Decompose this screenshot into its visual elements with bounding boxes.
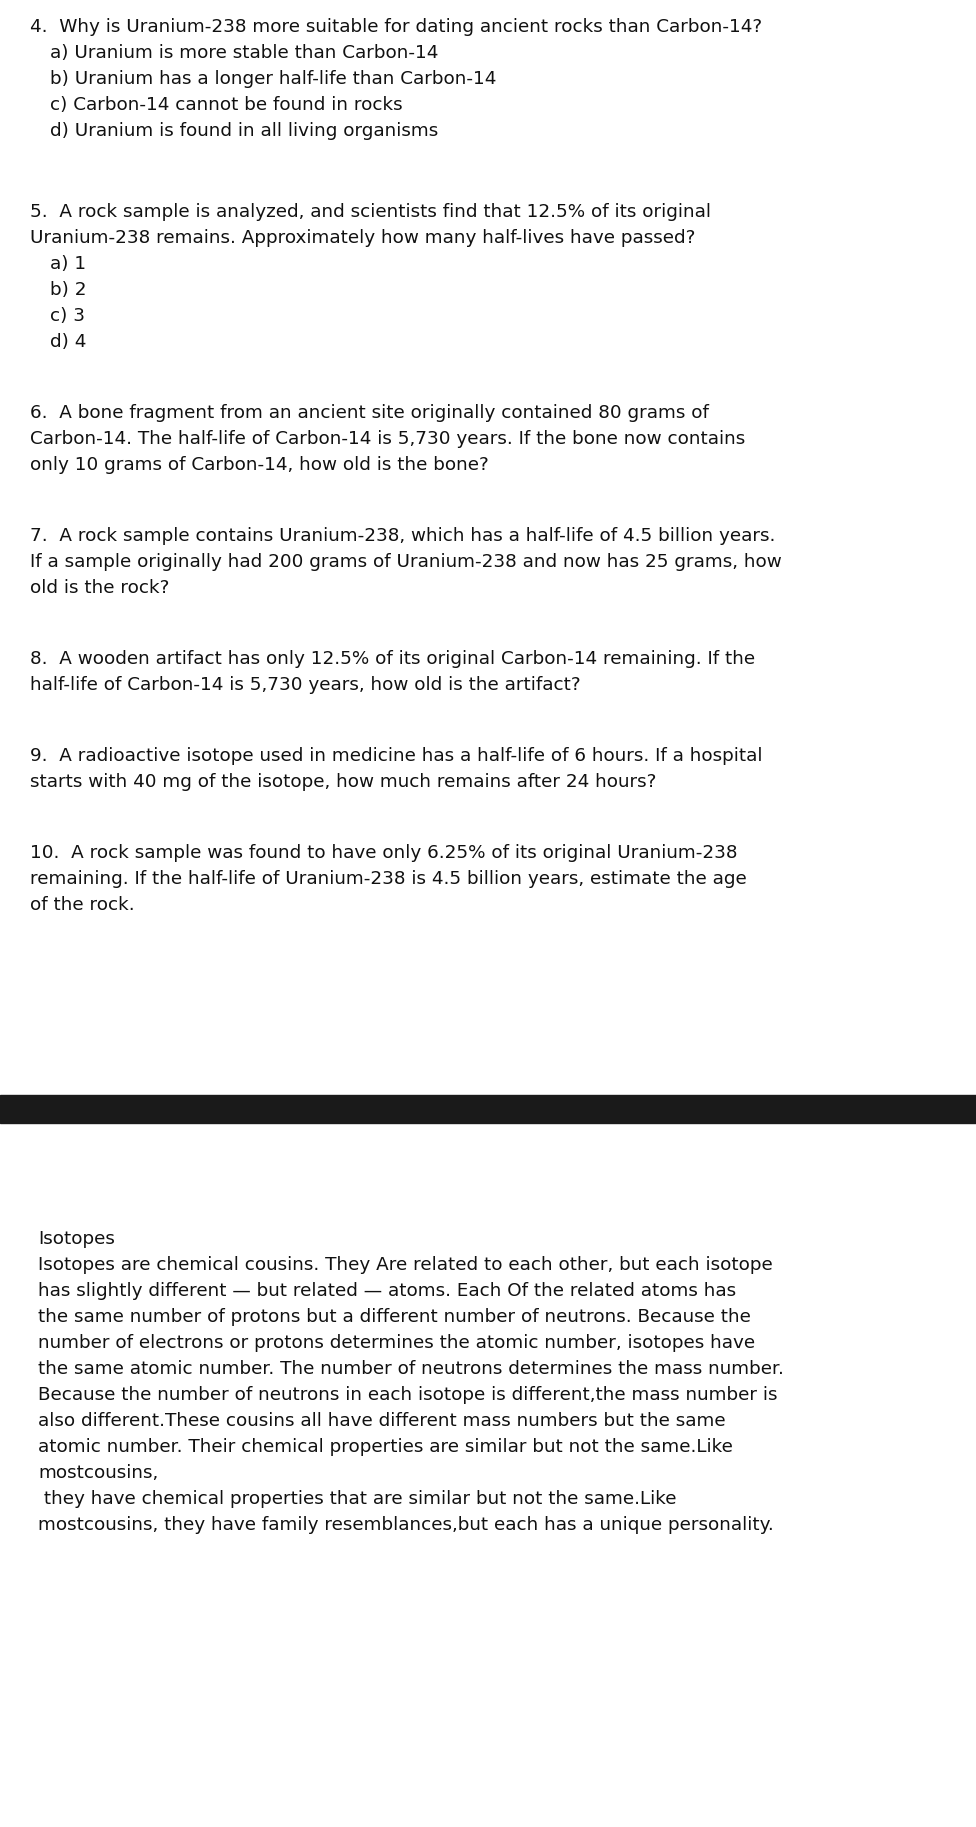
Text: c) Carbon-14 cannot be found in rocks: c) Carbon-14 cannot be found in rocks (50, 97, 403, 113)
Text: starts with 40 mg of the isotope, how much remains after 24 hours?: starts with 40 mg of the isotope, how mu… (30, 773, 657, 791)
Text: 5.  A rock sample is analyzed, and scientists find that 12.5% of its original: 5. A rock sample is analyzed, and scient… (30, 203, 711, 221)
Text: Carbon-14. The half-life of Carbon-14 is 5,730 years. If the bone now contains: Carbon-14. The half-life of Carbon-14 is… (30, 429, 746, 448)
Text: has slightly different — but related — atoms. Each Of the related atoms has: has slightly different — but related — a… (38, 1283, 736, 1301)
Text: only 10 grams of Carbon-14, how old is the bone?: only 10 grams of Carbon-14, how old is t… (30, 457, 489, 473)
Text: atomic number. Their chemical properties are similar but not the same.Like: atomic number. Their chemical properties… (38, 1438, 733, 1456)
Text: d) Uranium is found in all living organisms: d) Uranium is found in all living organi… (50, 122, 438, 141)
Text: Isotopes are chemical cousins. They Are related to each other, but each isotope: Isotopes are chemical cousins. They Are … (38, 1255, 773, 1273)
Text: half-life of Carbon-14 is 5,730 years, how old is the artifact?: half-life of Carbon-14 is 5,730 years, h… (30, 676, 581, 694)
Text: b) 2: b) 2 (50, 281, 87, 300)
Text: Because the number of neutrons in each isotope is different,the mass number is: Because the number of neutrons in each i… (38, 1387, 778, 1403)
Text: a) 1: a) 1 (50, 256, 86, 272)
Text: 6.  A bone fragment from an ancient site originally contained 80 grams of: 6. A bone fragment from an ancient site … (30, 404, 709, 422)
Text: b) Uranium has a longer half-life than Carbon-14: b) Uranium has a longer half-life than C… (50, 69, 497, 88)
Text: 9.  A radioactive isotope used in medicine has a half-life of 6 hours. If a hosp: 9. A radioactive isotope used in medicin… (30, 747, 762, 766)
Text: c) 3: c) 3 (50, 307, 85, 325)
Text: the same atomic number. The number of neutrons determines the mass number.: the same atomic number. The number of ne… (38, 1359, 784, 1378)
Text: of the rock.: of the rock. (30, 895, 135, 914)
Text: old is the rock?: old is the rock? (30, 579, 170, 597)
Text: Uranium-238 remains. Approximately how many half-lives have passed?: Uranium-238 remains. Approximately how m… (30, 228, 695, 247)
Text: mostcousins,: mostcousins, (38, 1463, 158, 1482)
Text: mostcousins, they have family resemblances,but each has a unique personality.: mostcousins, they have family resemblanc… (38, 1516, 774, 1535)
Text: they have chemical properties that are similar but not the same.Like: they have chemical properties that are s… (38, 1491, 676, 1507)
Text: a) Uranium is more stable than Carbon-14: a) Uranium is more stable than Carbon-14 (50, 44, 438, 62)
Text: 10.  A rock sample was found to have only 6.25% of its original Uranium-238: 10. A rock sample was found to have only… (30, 844, 738, 862)
Text: If a sample originally had 200 grams of Uranium-238 and now has 25 grams, how: If a sample originally had 200 grams of … (30, 554, 782, 572)
Text: number of electrons or protons determines the atomic number, isotopes have: number of electrons or protons determine… (38, 1334, 755, 1352)
Text: 4.  Why is Uranium-238 more suitable for dating ancient rocks than Carbon-14?: 4. Why is Uranium-238 more suitable for … (30, 18, 762, 37)
Text: d) 4: d) 4 (50, 333, 86, 351)
Text: remaining. If the half-life of Uranium-238 is 4.5 billion years, estimate the ag: remaining. If the half-life of Uranium-2… (30, 870, 747, 888)
Text: Isotopes: Isotopes (38, 1230, 115, 1248)
Text: 8.  A wooden artifact has only 12.5% of its original Carbon-14 remaining. If the: 8. A wooden artifact has only 12.5% of i… (30, 650, 755, 669)
Bar (0, 1094, 976, 1124)
Text: 7.  A rock sample contains Uranium-238, which has a half-life of 4.5 billion yea: 7. A rock sample contains Uranium-238, w… (30, 526, 775, 544)
Text: also different.These cousins all have different mass numbers but the same: also different.These cousins all have di… (38, 1412, 725, 1431)
Text: the same number of protons but a different number of neutrons. Because the: the same number of protons but a differe… (38, 1308, 751, 1326)
